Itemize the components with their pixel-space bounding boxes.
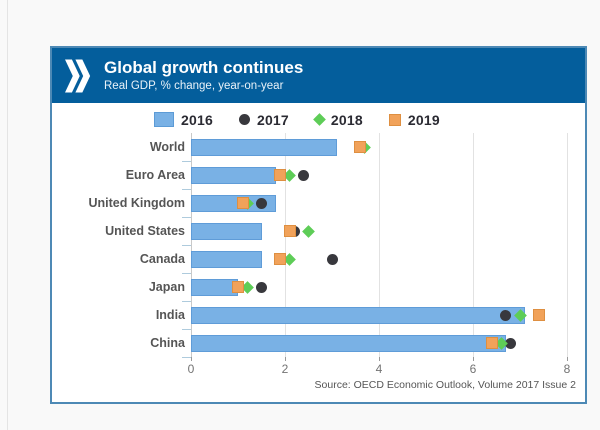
marker-2017 (256, 281, 267, 293)
legend-item-2019: 2019 (388, 111, 440, 128)
y-axis-line (191, 133, 192, 358)
bar-2016 (191, 194, 276, 212)
legend-label: 2019 (407, 111, 440, 128)
bar-2016 (191, 138, 337, 156)
marker-2018 (302, 224, 315, 238)
marker-2019 (232, 281, 244, 293)
gridline (473, 133, 474, 357)
legend-item-2017: 2017 (238, 111, 289, 128)
x-axis-tick-label: 4 (375, 362, 383, 376)
marker-2019 (274, 253, 287, 265)
gridline (567, 133, 568, 357)
x-axis-tick-label: 2 (281, 362, 289, 376)
legend-marker-2019-icon (388, 113, 401, 126)
chart-card: Global growth continues Real GDP, % chan… (50, 46, 587, 404)
marker-2017 (326, 253, 338, 265)
category-labels: World Euro Area United Kingdom United State… (52, 133, 191, 357)
row-boundary-tick (182, 189, 191, 190)
category-label: United States (105, 224, 185, 238)
legend-marker-2017-icon (238, 114, 250, 125)
row-boundary-tick (182, 161, 191, 162)
marker-2019 (354, 141, 367, 153)
header-titles: Global growth continues Real GDP, % chan… (104, 57, 304, 93)
marker-2017 (500, 309, 512, 321)
page-left-rule (7, 0, 8, 430)
x-axis-tick (191, 357, 192, 361)
category-label: Japan (148, 280, 185, 294)
legend: 2016 2017 2018 2019 (154, 111, 585, 128)
marker-2019 (274, 169, 287, 181)
row-boundary-tick (182, 329, 191, 330)
bar-2016 (191, 166, 276, 184)
marker-2019 (485, 337, 498, 349)
legend-marker-2018-icon (313, 113, 326, 126)
category-label: United Kingdom (88, 196, 185, 210)
oecd-chevron-icon (65, 57, 91, 95)
legend-item-2016: 2016 (154, 112, 213, 128)
gridline (285, 133, 286, 357)
marker-2017 (505, 337, 517, 349)
marker-2019 (283, 225, 296, 237)
chart-body: World Euro Area United Kingdom United State… (52, 133, 585, 376)
bar-2016 (191, 334, 506, 352)
chart-title: Global growth continues (104, 57, 304, 77)
marker-2019 (236, 197, 249, 209)
plot-area: 0 2 4 6 8 (182, 133, 573, 376)
legend-item-2018: 2018 (313, 111, 363, 128)
row-boundary-tick (182, 357, 191, 358)
row-boundary-tick (182, 301, 191, 302)
marker-2017 (298, 169, 310, 181)
category-label: World (149, 140, 185, 154)
legend-marker-2016-icon (154, 112, 174, 127)
row-boundary-tick (182, 217, 191, 218)
bar-2016 (191, 278, 238, 296)
category-label: China (150, 336, 185, 350)
x-axis-tick-label: 0 (187, 362, 195, 376)
gridline (379, 133, 380, 357)
marker-2019 (532, 309, 545, 321)
bar-2016 (191, 306, 525, 324)
row-boundary-tick (182, 245, 191, 246)
x-axis-tick (285, 357, 286, 361)
source-note: Source: OECD Economic Outlook, Volume 20… (314, 379, 576, 391)
x-axis-tick (379, 357, 380, 361)
x-axis-tick (473, 357, 474, 361)
category-label: Euro Area (125, 168, 185, 182)
bar-2016 (191, 222, 262, 240)
legend-label: 2018 (330, 111, 363, 128)
legend-label: 2016 (181, 111, 213, 128)
category-label: Canada (139, 252, 185, 266)
bar-2016 (191, 250, 262, 268)
x-axis-tick (567, 357, 568, 361)
x-axis-tick-label: 8 (563, 362, 571, 376)
category-label: India (155, 308, 185, 322)
legend-label: 2017 (256, 111, 289, 128)
chart-subtitle: Real GDP, % change, year-on-year (104, 80, 284, 93)
marker-2017 (256, 197, 267, 209)
row-boundary-tick (182, 273, 191, 274)
x-axis-tick-label: 6 (469, 362, 477, 376)
card-header: Global growth continues Real GDP, % chan… (52, 48, 585, 103)
